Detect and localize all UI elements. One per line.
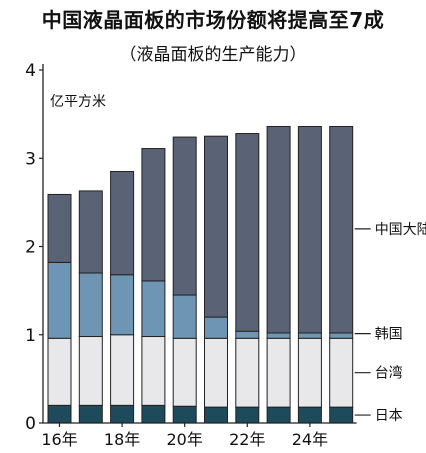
bar-segment-中国大陆-2018: [110, 170, 135, 276]
bar-segment-韩国-2018: [110, 274, 135, 336]
bar-segment-中国大陆-2020: [172, 136, 197, 296]
bar-segment-台湾-2025: [329, 337, 354, 408]
chart-subtitle: （液晶面板的生产能力）: [119, 45, 307, 65]
bar-segment-台湾-2020: [172, 337, 197, 407]
y-tick-label-1: 1: [25, 326, 36, 346]
x-tick-label-18年: 18年: [104, 430, 140, 449]
bar-segment-日本-2020: [172, 405, 197, 424]
legend-label-台湾: 台湾: [375, 365, 403, 382]
bar-segment-台湾-2023: [266, 337, 291, 408]
bar-segment-中国大陆-2022: [235, 133, 260, 332]
y-tick-label-0: 0: [25, 414, 36, 434]
legend-label-日本: 日本: [375, 408, 403, 424]
bar-segment-台湾-2021: [204, 337, 228, 408]
bar-segment-韩国-2017: [78, 272, 103, 338]
bar-segment-中国大陆-2017: [78, 190, 103, 274]
bar-segment-韩国-2020: [172, 294, 197, 339]
x-tick-label-24年: 24年: [292, 430, 328, 449]
bar-segment-中国大陆-2019: [141, 148, 166, 282]
x-tick-label-20年: 20年: [167, 430, 203, 449]
bar-segment-中国大陆-2025: [329, 125, 354, 334]
y-axis-label: 亿平方米: [50, 94, 106, 110]
bar-segment-韩国-2019: [141, 280, 166, 338]
y-tick-label-3: 3: [25, 149, 36, 169]
bar-segment-中国大陆-2021: [204, 135, 228, 318]
bar-segment-中国大陆-2023: [266, 125, 291, 334]
bar-segment-中国大陆-2016: [47, 193, 72, 263]
bar-segment-日本-2019: [141, 404, 166, 424]
bar-segment-日本-2016: [47, 404, 72, 424]
x-tick-label-22年: 22年: [229, 430, 265, 449]
legend-label-中国大陆: 中国大陆: [375, 222, 426, 238]
bar-segment-台湾-2024: [297, 337, 322, 408]
bar-segment-韩国-2016: [47, 261, 72, 339]
bar-segment-台湾-2022: [235, 337, 260, 408]
x-tick-label-16年: 16年: [41, 430, 77, 449]
bar-segment-台湾-2017: [78, 336, 103, 406]
bar-segment-韩国-2023: [266, 332, 291, 339]
chart-title: 中国液晶面板的市场份额将提高至7成: [41, 8, 385, 32]
bar-segment-日本-2024: [297, 406, 322, 424]
bar-segment-台湾-2018: [110, 334, 135, 406]
bar-segment-中国大陆-2024: [297, 125, 322, 334]
bar-segment-日本-2018: [110, 404, 135, 424]
bar-segment-日本-2022: [235, 406, 260, 424]
y-tick-label-2: 2: [25, 238, 36, 258]
bar-segment-日本-2017: [78, 404, 103, 424]
bar-segment-韩国-2024: [297, 332, 322, 339]
bar-segment-日本-2025: [329, 406, 354, 424]
bar-segment-台湾-2019: [141, 336, 166, 406]
bar-segment-日本-2021: [204, 406, 228, 424]
bar-segment-韩国-2022: [235, 330, 260, 339]
bar-segment-日本-2023: [266, 406, 291, 424]
bar-segment-韩国-2025: [329, 332, 354, 339]
y-tick-label-4: 4: [25, 61, 36, 81]
legend-label-韩国: 韩国: [375, 327, 403, 343]
bar-segment-台湾-2016: [47, 337, 72, 406]
bar-segment-韩国-2021: [204, 316, 228, 339]
